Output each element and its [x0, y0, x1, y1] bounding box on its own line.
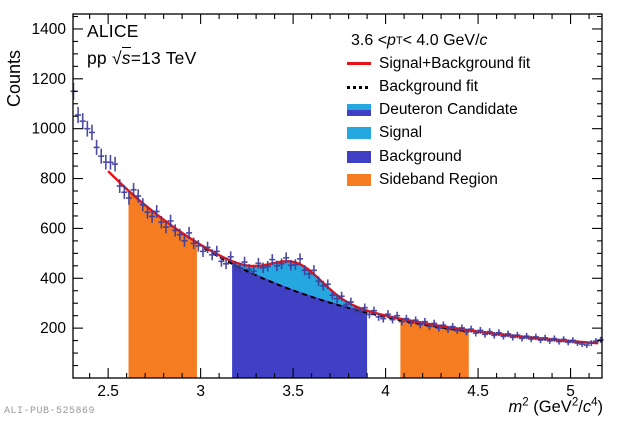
sideband-swatch-icon: [347, 173, 371, 187]
x-tick-label: 3: [196, 383, 205, 400]
background-swatch-icon: [347, 150, 371, 164]
background-region-fill: [232, 262, 368, 378]
legend-entry-background: Background: [347, 145, 530, 168]
y-tick-label: 200: [40, 320, 66, 337]
x-tick-label: 4.5: [467, 383, 489, 400]
sqrt-symbol: √: [111, 48, 122, 68]
legend-label: Background fit: [379, 77, 479, 95]
plot-frame: [72, 13, 603, 379]
y-tick-label: 600: [40, 220, 66, 237]
y-tick-label: 400: [40, 270, 66, 287]
y-tick-label: 1000: [32, 121, 67, 138]
legend-entry-signal-background-fit: Signal+Background fit: [347, 52, 530, 75]
dashed-line-icon: [347, 80, 371, 94]
collision-system-label: pp √s=13 TeV: [87, 47, 197, 68]
x-tick-label: 3.5: [282, 383, 304, 400]
signal-swatch-icon: [347, 126, 371, 140]
figure-id-watermark: ALI-PUB-525869: [4, 406, 96, 417]
sideband-right-fill: [400, 318, 469, 378]
y-axis-title: Counts: [4, 49, 24, 107]
x-axis-title: m2 (GeV2/c4): [508, 396, 603, 416]
red-line-icon: [347, 57, 371, 71]
x-tick-label: 2.5: [97, 383, 119, 400]
legend-entry-deuteron-candidate: Deuteron Candidate: [347, 99, 530, 122]
legend-label: Signal: [379, 124, 423, 142]
y-tick-label: 800: [40, 171, 66, 188]
experiment-label: ALICE: [87, 21, 139, 41]
x-tick-label: 5: [566, 383, 575, 400]
legend-label: Background: [379, 147, 462, 165]
y-tick-label: 1200: [32, 71, 67, 88]
legend-label: Deuteron Candidate: [379, 101, 518, 119]
x-tick-label: 4: [381, 383, 390, 400]
legend-entry-signal: Signal: [347, 122, 530, 145]
legend-label: Sideband Region: [379, 170, 498, 188]
legend-entry-background-fit: Background fit: [347, 75, 530, 98]
legend-entry-sideband: Sideband Region: [347, 168, 530, 191]
split-swatch-icon: [347, 103, 371, 117]
y-tick-label: 1400: [32, 21, 67, 38]
signal-region-fill: [232, 261, 368, 312]
data-points: [70, 82, 604, 348]
legend-label: Signal+Background fit: [379, 54, 531, 72]
